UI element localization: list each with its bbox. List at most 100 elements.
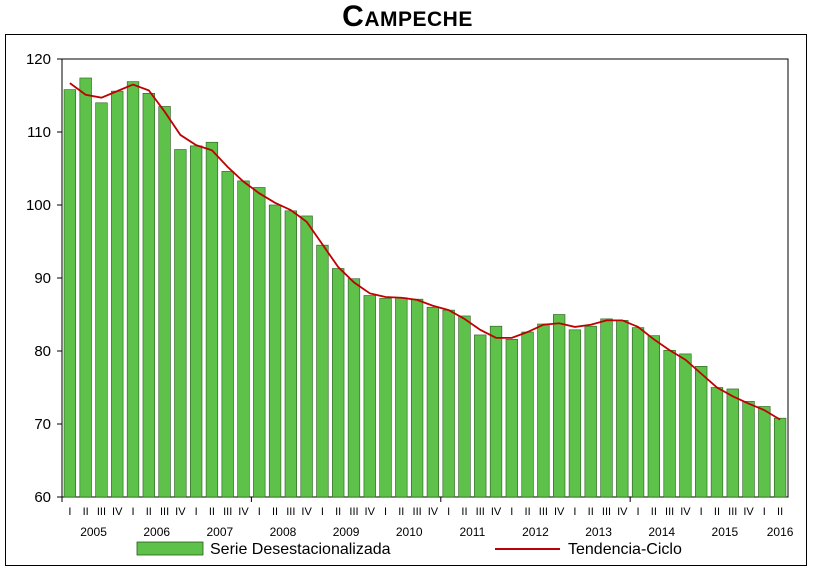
data-bar: [95, 102, 108, 498]
data-bar: [111, 90, 124, 498]
quarter-tick-label: I: [68, 506, 71, 518]
quarter-tick-label: III: [665, 506, 674, 518]
quarter-tick-label: IV: [175, 506, 186, 518]
data-bar: [726, 388, 739, 498]
y-tick-label: 110: [27, 124, 51, 141]
data-bar: [710, 387, 724, 498]
y-tick-label: 100: [26, 197, 51, 214]
year-tick-label: 2014: [648, 525, 675, 539]
data-bar: [174, 149, 187, 498]
quarter-tick-label: IV: [554, 506, 565, 518]
data-bar: [568, 329, 582, 498]
quarter-tick-label: II: [714, 506, 720, 518]
data-bar: [758, 406, 771, 498]
quarter-tick-label: II: [272, 506, 278, 518]
trend-line: [69, 82, 781, 421]
data-bar: [616, 320, 629, 498]
data-bar: [695, 366, 708, 498]
data-bar: [505, 339, 518, 498]
data-bar: [142, 93, 155, 498]
quarter-tick-label: IV: [617, 506, 628, 518]
data-bar: [474, 334, 487, 498]
quarter-tick-label: IV: [365, 506, 376, 518]
quarter-tick-label: III: [539, 506, 548, 518]
year-tick-label: 2012: [522, 525, 549, 539]
year-tick-label: 2005: [80, 525, 107, 539]
quarter-tick-label: I: [700, 506, 703, 518]
quarter-tick-label: I: [131, 506, 134, 518]
quarter-tick-label: II: [398, 506, 404, 518]
year-tick-label: 2015: [712, 525, 739, 539]
quarter-tick-label: II: [651, 506, 657, 518]
data-bar: [489, 325, 503, 498]
data-bar: [537, 323, 550, 498]
y-tick-label: 90: [34, 270, 51, 287]
y-tick-label: 80: [34, 343, 51, 360]
quarter-tick-label: I: [637, 506, 640, 518]
quarter-tick-label: III: [602, 506, 611, 518]
quarter-tick-label: I: [763, 506, 766, 518]
quarter-tick-label: II: [209, 506, 215, 518]
quarter-tick-label: II: [146, 506, 152, 518]
data-bar: [631, 327, 645, 498]
quarter-tick-label: II: [335, 506, 341, 518]
y-tick-label: 120: [26, 51, 51, 68]
quarter-tick-label: I: [258, 506, 261, 518]
data-bar: [268, 204, 282, 498]
year-tick-label: 2007: [206, 525, 233, 539]
data-bar: [600, 318, 613, 498]
legend-label-trend: Tendencia-Ciclo: [568, 541, 682, 558]
quarter-tick-label: II: [588, 506, 594, 518]
quarter-tick-label: IV: [680, 506, 691, 518]
data-bar: [300, 215, 313, 498]
quarter-tick-label: I: [573, 506, 576, 518]
data-bar: [410, 298, 424, 498]
data-bar: [158, 106, 171, 498]
quarter-tick-label: III: [160, 506, 169, 518]
data-bar: [205, 141, 219, 498]
data-bar: [773, 417, 787, 498]
quarter-tick-label: IV: [112, 506, 123, 518]
quarter-tick-label: I: [510, 506, 513, 518]
quarter-tick-label: III: [413, 506, 422, 518]
data-bar: [79, 77, 92, 498]
year-tick-label: 2016: [767, 525, 794, 539]
data-bar: [679, 353, 692, 498]
quarter-tick-label: I: [384, 506, 387, 518]
data-bar: [237, 180, 250, 498]
plot-area: [61, 58, 789, 498]
year-tick-label: 2010: [396, 525, 423, 539]
quarter-tick-label: I: [321, 506, 324, 518]
year-tick-label: 2013: [585, 525, 612, 539]
legend-swatch-bars: [136, 541, 204, 556]
quarter-tick-label: IV: [491, 506, 502, 518]
quarter-tick-label: IV: [743, 506, 754, 518]
data-bar: [190, 145, 203, 498]
data-bar: [347, 278, 361, 498]
quarter-tick-label: I: [447, 506, 450, 518]
quarter-tick-label: II: [461, 506, 467, 518]
quarter-tick-label: II: [777, 506, 783, 518]
quarter-tick-label: II: [525, 506, 531, 518]
data-bar: [553, 314, 566, 498]
quarter-tick-label: III: [349, 506, 358, 518]
data-bar: [363, 295, 376, 498]
data-bar: [647, 335, 660, 498]
data-bar: [253, 187, 266, 498]
data-bar: [63, 89, 77, 498]
year-tick-label: 2011: [459, 525, 485, 539]
data-bar: [663, 349, 676, 498]
quarter-tick-label: IV: [428, 506, 439, 518]
legend-label-bars: Serie Desestacionalizada: [210, 541, 391, 558]
quarter-tick-label: III: [97, 506, 106, 518]
data-bar: [442, 309, 455, 498]
quarter-tick-label: III: [728, 506, 737, 518]
y-tick-label: 70: [34, 416, 51, 433]
quarter-tick-label: III: [223, 506, 232, 518]
chart-title: Campeche: [342, 0, 473, 33]
data-bar: [458, 315, 471, 498]
data-bar: [379, 298, 392, 498]
data-bar: [221, 171, 234, 498]
data-bar: [126, 81, 140, 498]
